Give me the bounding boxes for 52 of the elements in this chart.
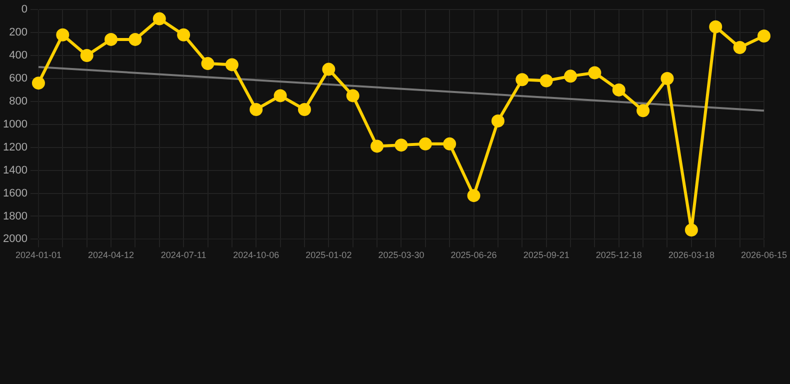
x-tick-label: 2024-10-06 [233, 250, 280, 260]
y-tick-label: 1800 [2, 210, 28, 222]
x-tick-label: 2025-12-18 [596, 250, 642, 260]
point [201, 57, 214, 70]
y-tick-label: 200 [9, 26, 28, 39]
point [322, 62, 336, 76]
x-tick-label: 2025-09-21 [523, 250, 570, 260]
point [394, 138, 408, 152]
x-tick-label: 2025-01-02 [306, 250, 352, 260]
point [274, 89, 287, 102]
point [516, 73, 529, 86]
point [250, 102, 263, 116]
point [564, 70, 578, 83]
point [588, 66, 602, 80]
point [733, 40, 746, 54]
point [128, 32, 142, 46]
point [56, 28, 70, 42]
y-tick-label: 400 [9, 50, 28, 62]
y-tick-label: 1400 [2, 164, 28, 176]
y-tick-label: 600 [9, 72, 28, 85]
point [298, 102, 311, 116]
point [80, 49, 94, 62]
point [104, 32, 118, 46]
y-tick-label: 1200 [2, 141, 28, 154]
point [709, 20, 722, 34]
point [346, 89, 360, 102]
x-tick-label: 2024-07-11 [160, 250, 206, 260]
x-tick-label: 2026-06-15 [740, 250, 788, 260]
point [467, 189, 480, 202]
x-tick-label: 2025-06-26 [450, 250, 497, 260]
point [757, 30, 770, 43]
y-tick-label: 1000 [2, 118, 28, 130]
point [660, 72, 674, 85]
point [636, 104, 650, 118]
y-tick-label: 800 [9, 95, 28, 108]
point [418, 137, 432, 150]
point [612, 83, 626, 96]
point [370, 140, 384, 153]
y-tick-label: 1600 [2, 187, 28, 200]
x-tick-label: 2024-04-12 [88, 250, 134, 260]
point [684, 224, 698, 237]
x-tick-label: 2025-03-30 [378, 250, 424, 260]
point [152, 12, 166, 26]
point [177, 28, 190, 42]
point [491, 114, 504, 128]
x-tick-label: 2026-03-18 [668, 250, 714, 260]
point [225, 58, 238, 72]
point [540, 74, 553, 88]
point [443, 137, 456, 150]
y-tick-label: 0 [21, 4, 28, 16]
y-tick-label: 2000 [2, 233, 28, 246]
x-tick-label: 2024-01-01 [15, 250, 62, 260]
